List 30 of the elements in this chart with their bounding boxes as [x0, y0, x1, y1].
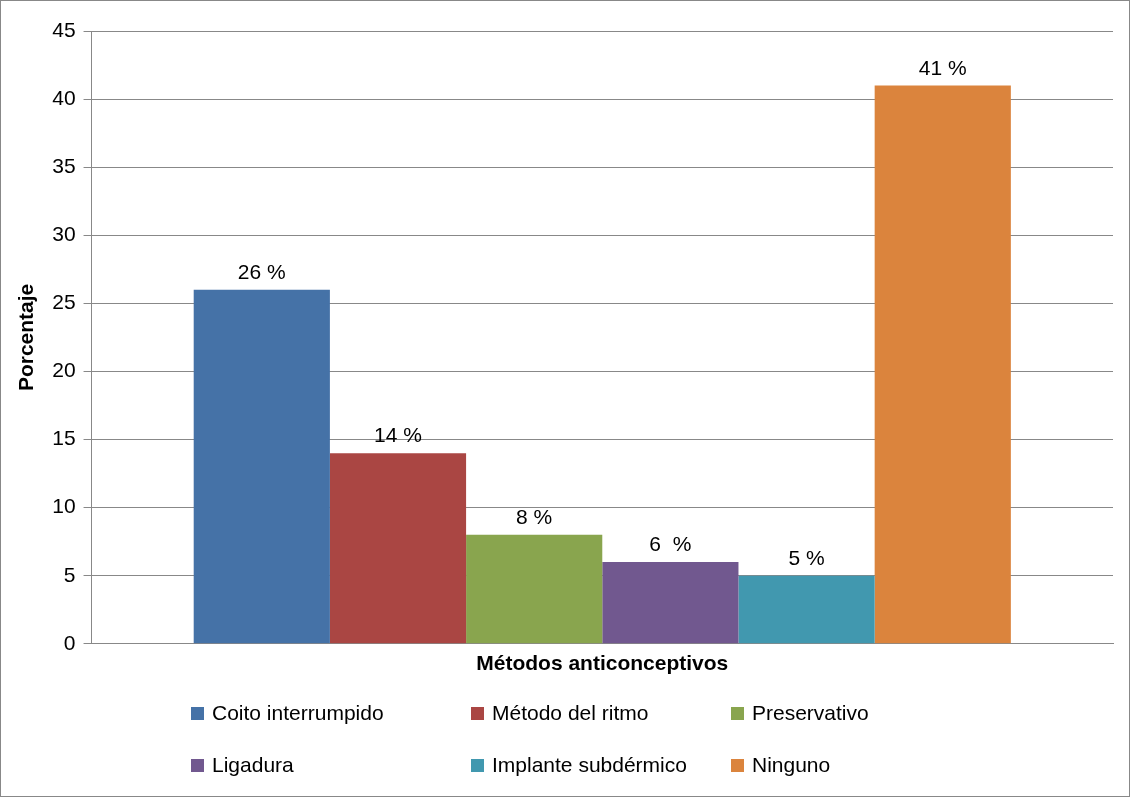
x-axis-title: Métodos anticonceptivos [476, 651, 729, 675]
legend-label: Implante subdérmico [492, 753, 687, 777]
y-axis-title: Porcentaje [14, 283, 38, 392]
data-label: 14 % [374, 423, 422, 447]
y-tick-label: 25 [52, 290, 76, 314]
bar [602, 562, 739, 644]
legend-label: Ligadura [212, 753, 294, 777]
bar [874, 85, 1011, 644]
y-tick-label: 20 [52, 358, 76, 382]
data-label: 41 % [918, 55, 967, 79]
y-tick-label: 5 [63, 562, 76, 586]
y-tick-label: 0 [63, 630, 76, 654]
legend-label: Método del ritmo [492, 701, 649, 725]
y-tick-label: 10 [52, 494, 76, 518]
bar [329, 453, 467, 644]
y-tick-label: 30 [52, 222, 76, 246]
data-label: 26 % [237, 260, 286, 284]
bar [193, 289, 330, 644]
legend-label: Coito interrumpido [212, 701, 384, 725]
legend-label: Ninguno [752, 753, 831, 777]
data-label: 8 % [516, 505, 553, 529]
y-tick-label: 35 [52, 153, 76, 177]
data-label: 5 % [788, 546, 825, 570]
y-tick-label: 40 [52, 85, 76, 109]
y-tick-label: 45 [52, 17, 76, 41]
bar [466, 534, 603, 644]
bar [738, 575, 875, 644]
y-tick-label: 15 [52, 426, 76, 450]
legend-label: Preservativo [752, 701, 869, 725]
data-label: 6 % [649, 532, 692, 556]
